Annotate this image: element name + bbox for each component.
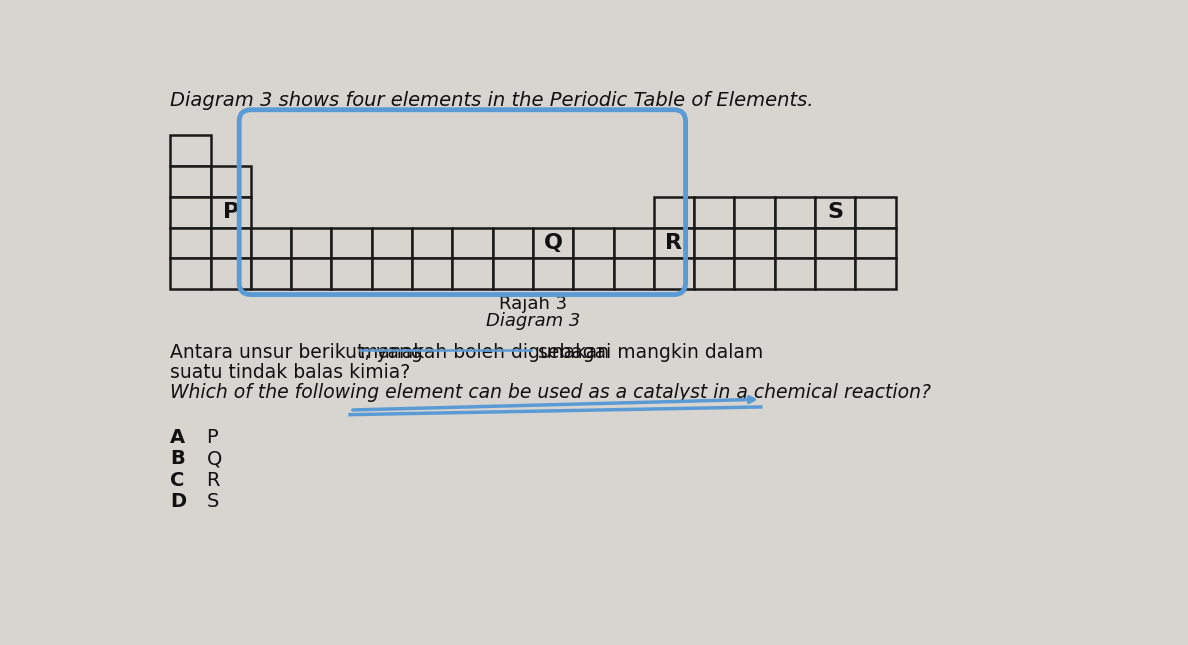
Text: Diagram 3: Diagram 3 <box>486 312 580 330</box>
Bar <box>573 228 613 259</box>
Bar <box>170 197 210 228</box>
Bar <box>331 259 372 289</box>
Text: Which of the following element can be used as a catalyst in a chemical reaction?: Which of the following element can be us… <box>170 383 931 402</box>
Text: R: R <box>665 233 682 253</box>
Bar <box>533 259 573 289</box>
Text: R: R <box>207 471 220 490</box>
Bar <box>493 259 533 289</box>
Bar <box>412 259 453 289</box>
Bar <box>653 228 694 259</box>
Text: C: C <box>170 471 184 490</box>
Bar <box>734 197 775 228</box>
Bar <box>453 228 493 259</box>
Bar <box>613 228 653 259</box>
Bar <box>170 166 210 197</box>
Bar <box>855 197 896 228</box>
Bar <box>775 228 815 259</box>
Bar <box>855 228 896 259</box>
Bar <box>372 259 412 289</box>
Text: P: P <box>207 428 219 447</box>
Bar <box>412 228 453 259</box>
Bar <box>210 228 251 259</box>
Text: Q: Q <box>207 450 222 468</box>
Bar <box>331 228 372 259</box>
Bar <box>533 228 573 259</box>
Bar <box>573 259 613 289</box>
Bar <box>734 259 775 289</box>
Text: Antara unsur berikut, yang: Antara unsur berikut, yang <box>170 343 429 362</box>
Bar <box>170 259 210 289</box>
Bar <box>653 197 694 228</box>
Bar <box>210 197 251 228</box>
Bar <box>815 228 855 259</box>
Bar <box>291 228 331 259</box>
Bar <box>453 259 493 289</box>
Text: S: S <box>207 492 219 511</box>
Bar <box>251 259 291 289</box>
Bar <box>653 259 694 289</box>
Bar <box>855 259 896 289</box>
Bar <box>291 259 331 289</box>
Text: Diagram 3 shows four elements in the Periodic Table of Elements.: Diagram 3 shows four elements in the Per… <box>170 91 814 110</box>
Text: suatu tindak balas kimia?: suatu tindak balas kimia? <box>170 363 410 382</box>
Bar <box>815 197 855 228</box>
Bar <box>210 166 251 197</box>
Text: A: A <box>170 428 185 447</box>
Text: Rajah 3: Rajah 3 <box>499 295 567 313</box>
Bar <box>694 259 734 289</box>
Text: D: D <box>170 492 187 511</box>
Bar <box>815 259 855 289</box>
Bar <box>734 228 775 259</box>
Text: S: S <box>827 202 843 222</box>
Text: manakah boleh digunakan: manakah boleh digunakan <box>360 343 609 362</box>
Text: P: P <box>222 202 239 222</box>
Bar <box>170 135 210 166</box>
Bar <box>493 228 533 259</box>
Bar <box>210 259 251 289</box>
Bar <box>170 228 210 259</box>
Text: sebagai mangkin dalam: sebagai mangkin dalam <box>532 343 764 362</box>
Bar <box>372 228 412 259</box>
Bar <box>694 228 734 259</box>
Bar <box>613 259 653 289</box>
Bar <box>775 259 815 289</box>
Text: Q: Q <box>544 233 563 253</box>
Bar <box>775 197 815 228</box>
Text: B: B <box>170 450 185 468</box>
Bar <box>694 197 734 228</box>
Bar <box>251 228 291 259</box>
